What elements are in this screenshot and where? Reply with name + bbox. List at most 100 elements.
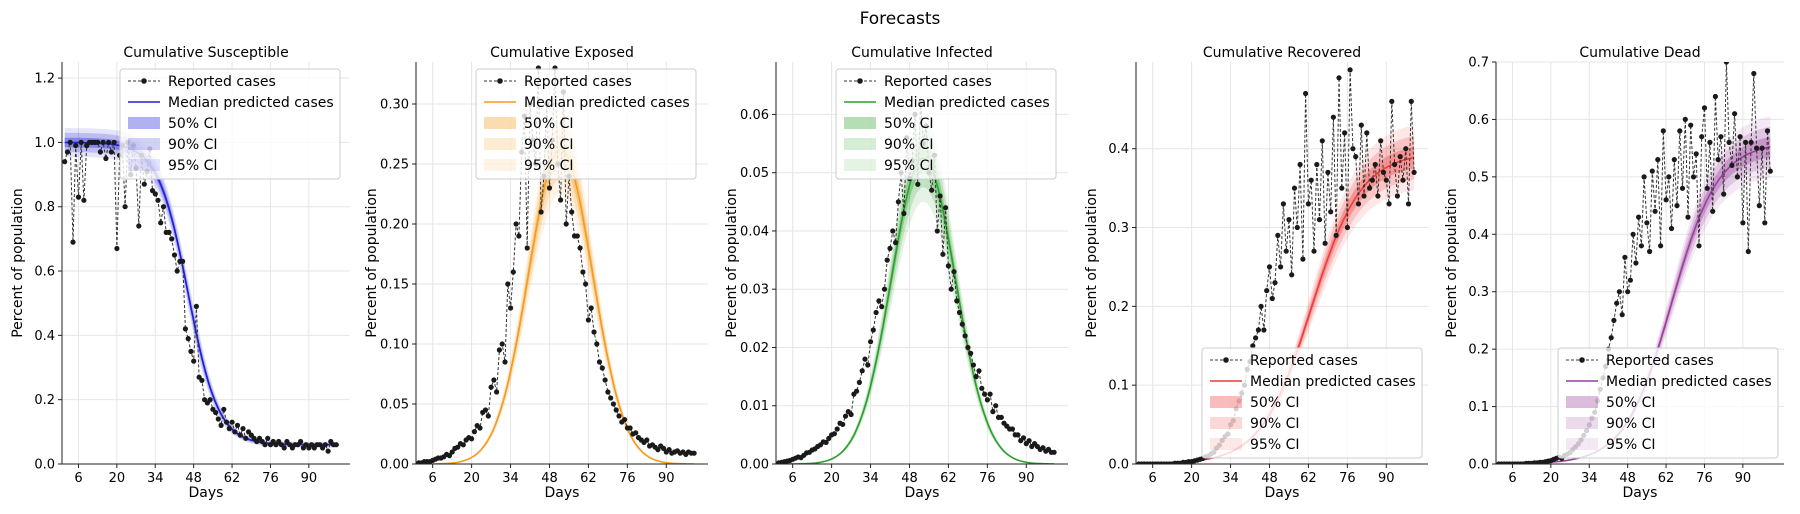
x-tick-label: 34: [502, 471, 519, 486]
reported-point: [569, 209, 575, 215]
reported-point: [1272, 280, 1278, 286]
legend-box: [119, 68, 341, 180]
reported-point: [141, 181, 147, 187]
reported-point: [240, 426, 246, 432]
reported-point: [322, 442, 328, 448]
reported-point: [488, 384, 494, 390]
reported-point: [152, 191, 158, 197]
reported-point: [558, 197, 564, 203]
y-tick-label: 0.4: [1468, 228, 1489, 243]
reported-point: [1009, 426, 1016, 432]
reported-point: [1308, 177, 1314, 183]
reported-point: [1400, 177, 1406, 183]
legend-median-label: Median predicted cases: [168, 95, 334, 111]
reported-point: [508, 305, 514, 311]
reported-point: [106, 139, 112, 145]
reported-point: [854, 388, 860, 394]
reported-point: [1255, 327, 1261, 333]
reported-point: [1707, 139, 1713, 145]
reported-point: [1266, 264, 1273, 270]
reported-point: [1405, 201, 1412, 207]
reported-point: [901, 210, 907, 217]
reported-point: [591, 329, 597, 335]
panels: 6 20 34 48 62 76 90 0.0 0.2 0.4 0.6 0.8 1.0 1.2 Cumula…: [10, 45, 1784, 501]
reported-point: [890, 228, 896, 234]
reported-point: [100, 139, 106, 145]
reported-point: [1693, 151, 1699, 157]
x-tick-label: 90: [658, 471, 675, 486]
reported-point: [114, 245, 120, 252]
y-tick-label: 1.0: [34, 136, 55, 151]
reported-point: [627, 425, 633, 431]
reported-point: [188, 348, 194, 354]
reported-point: [221, 406, 227, 412]
reported-point: [859, 368, 865, 374]
y-tick-label: 0.25: [380, 158, 409, 173]
reported-point: [455, 444, 461, 450]
reported-point: [471, 429, 477, 435]
reported-point: [884, 257, 890, 263]
reported-point: [1685, 214, 1691, 220]
reported-point: [1658, 243, 1664, 249]
reported-point: [1734, 174, 1740, 180]
legend-ci95-label: 95% CI: [168, 158, 217, 174]
reported-point: [67, 139, 73, 145]
legend-ci50-label: 50% CI: [1606, 395, 1655, 411]
reported-point: [893, 240, 899, 246]
x-axis-label: Days: [545, 485, 580, 501]
reported-point: [1364, 130, 1370, 136]
y-tick-label: 0.00: [740, 458, 769, 473]
reported-point: [1372, 161, 1378, 168]
x-tick-label: 76: [979, 471, 996, 486]
reported-point: [1397, 154, 1403, 160]
x-tick-label: 34: [1581, 471, 1598, 486]
reported-point: [1015, 432, 1021, 438]
legend-ci90-label: 90% CI: [168, 137, 217, 153]
legend-ci50-swatch: [844, 117, 876, 129]
reported-point: [1759, 145, 1765, 151]
reported-point: [1699, 134, 1705, 140]
x-tick-label: 20: [1183, 471, 1200, 486]
reported-point: [915, 181, 921, 187]
x-tick-label: 62: [1300, 471, 1317, 486]
y-tick-label: 0.01: [740, 399, 769, 414]
reported-point: [97, 149, 103, 155]
legend-box: [475, 68, 697, 180]
reported-point: [1655, 157, 1661, 163]
reported-point: [998, 414, 1004, 420]
x-axis-label: Days: [189, 485, 224, 501]
y-tick-label: 0.8: [34, 200, 55, 215]
legend-ci90-swatch: [484, 138, 516, 150]
reported-point: [602, 377, 608, 383]
reported-point: [1715, 157, 1721, 163]
y-tick-label: 0.5: [1468, 170, 1489, 185]
x-tick-label: 34: [1222, 471, 1239, 486]
panel-2: 6 20 34 48 62 76 90 0.00 0.05 0.10 0.15 0.20 0.25 0.3…: [364, 45, 708, 501]
reported-point: [1721, 191, 1727, 197]
y-tick-label: 0.0: [1108, 458, 1129, 473]
reported-point: [1638, 243, 1644, 249]
reported-point: [469, 436, 475, 442]
reported-point: [477, 425, 483, 431]
reported-point: [577, 245, 583, 251]
y-tick-label: 0.20: [380, 218, 409, 233]
reported-point: [122, 204, 128, 210]
reported-point: [959, 321, 965, 327]
legend-ci90-swatch: [128, 138, 160, 150]
reported-point: [155, 197, 161, 203]
legend-reported-label: Reported cases: [1606, 353, 1714, 369]
reported-point: [934, 228, 940, 234]
reported-point: [873, 309, 879, 316]
legend-ci95-swatch: [844, 159, 876, 171]
y-tick-label: 0.4: [1108, 142, 1129, 157]
x-tick-label: 48: [1619, 471, 1636, 486]
y-tick-label: 0.03: [740, 283, 769, 298]
reported-point: [1754, 145, 1760, 151]
reported-point: [103, 155, 109, 162]
reported-point: [1608, 335, 1614, 341]
reported-point: [940, 251, 946, 257]
legend-box: [1201, 347, 1423, 459]
legend-ci95-label: 95% CI: [524, 158, 573, 174]
reported-point: [1688, 122, 1694, 128]
